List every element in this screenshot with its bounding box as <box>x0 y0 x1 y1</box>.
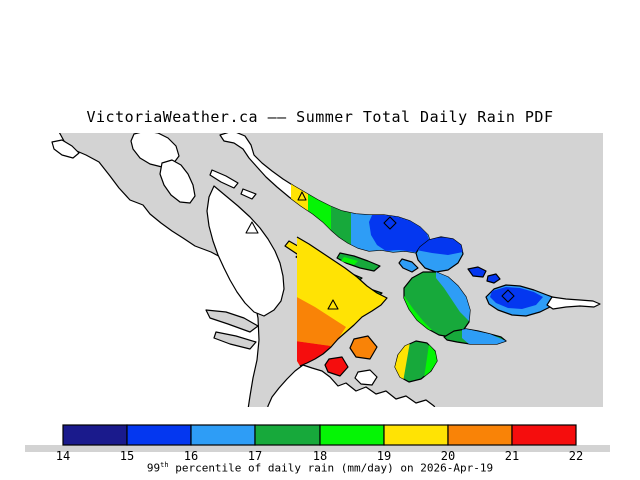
station-diamond-icon-galiano <box>383 216 397 230</box>
tick-label-20: 20 <box>441 449 455 463</box>
islet-orange <box>349 335 378 360</box>
islet-prevost-1 <box>336 252 381 272</box>
islet-red <box>324 356 349 377</box>
caption-text: percentile of daily rain (mm/day) on 202… <box>168 461 494 475</box>
tick-label-18: 18 <box>313 449 327 463</box>
island-kuper <box>159 159 196 204</box>
islet-blue-2 <box>486 273 501 284</box>
tick-label-14: 14 <box>56 449 70 463</box>
islet-white-south <box>354 369 378 386</box>
inlet-arm-north <box>205 309 259 333</box>
map-region <box>0 133 603 407</box>
island-saltspring <box>206 185 285 317</box>
peninsula-coastline <box>296 236 388 367</box>
map-svg <box>51 133 603 407</box>
station-triangle-icon-peninsula <box>327 299 339 310</box>
colorbar-segment-16-17 <box>190 424 256 446</box>
inlet-arm-south <box>213 331 257 350</box>
peninsula-red <box>297 341 331 366</box>
tick-label-19: 19 <box>377 449 391 463</box>
colorbar-segment-14-15 <box>62 424 128 446</box>
south-pender-band-lightblue <box>462 329 506 344</box>
tick-label-16: 16 <box>184 449 198 463</box>
colorbar-segment-15-16 <box>126 424 192 446</box>
colorbar-segment-18-19 <box>319 424 385 446</box>
colorbar-baseline-strip <box>25 445 610 452</box>
station-triangle-icon-galiano <box>297 191 307 201</box>
sidney-band-brightgreen <box>424 344 437 378</box>
islet-prevost-1-bright <box>341 257 358 265</box>
tick-label-22: 22 <box>569 449 583 463</box>
pender-band-lightblue <box>436 272 470 322</box>
peninsula-orange <box>297 296 346 346</box>
saturna-white-tail <box>546 296 601 310</box>
tick-label-15: 15 <box>120 449 134 463</box>
colorbar-segment-17-18 <box>254 424 321 446</box>
colorbar-segment-19-20 <box>383 424 449 446</box>
islet-lightblue <box>398 258 419 273</box>
land-victoria <box>267 364 436 407</box>
colorbar-caption: 99th percentile of daily rain (mm/day) o… <box>0 461 640 475</box>
colorbar-segment-21-22 <box>511 424 577 446</box>
islet-sliver-1 <box>209 169 239 189</box>
islet-sliver-2 <box>240 188 257 200</box>
tick-label-21: 21 <box>505 449 519 463</box>
mayne-band-blue <box>416 237 463 255</box>
station-diamond-icon-saturna <box>501 289 515 303</box>
island-west-islet <box>51 139 80 159</box>
colorbar-segment-20-21 <box>447 424 513 446</box>
caption-superscript: th <box>160 461 169 469</box>
saturna-band-blue <box>490 287 543 309</box>
tick-label-17: 17 <box>248 449 262 463</box>
sidney-band-yellow <box>395 342 410 382</box>
islet-blue-1 <box>467 266 487 278</box>
station-triangle-icon-saltspring <box>245 221 259 234</box>
page-title: VictoriaWeather.ca –– Summer Total Daily… <box>86 108 554 126</box>
caption-percentile-number: 99 <box>146 461 161 475</box>
colorbar: 14 15 16 17 18 19 20 21 22 <box>25 424 610 463</box>
